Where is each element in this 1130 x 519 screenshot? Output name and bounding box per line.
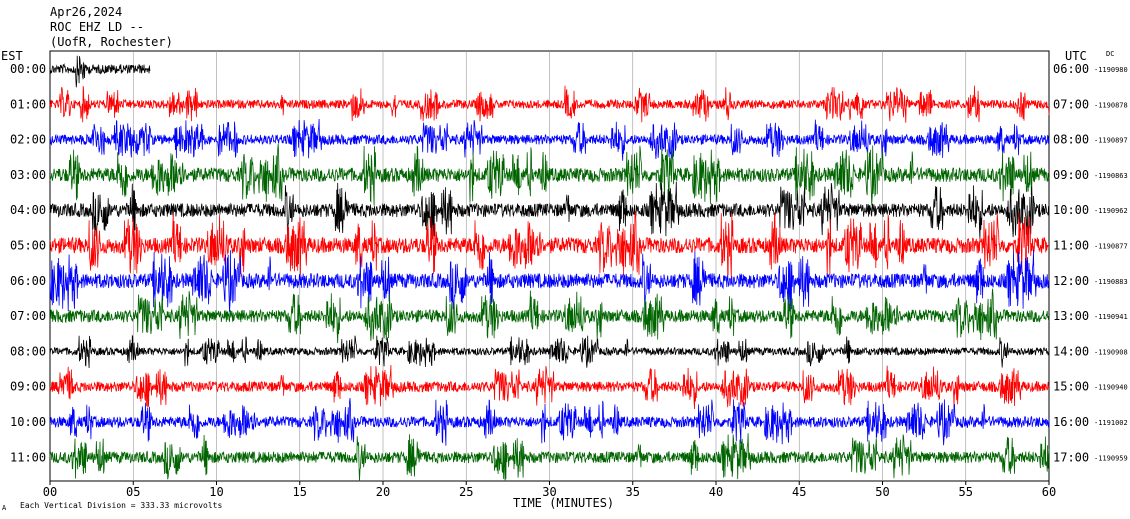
est-hour-label: 00:00 — [10, 62, 46, 76]
est-hour-label: 08:00 — [10, 344, 46, 358]
seismic-trace — [49, 85, 1050, 123]
x-axis-title: TIME (MINUTES) — [513, 496, 614, 510]
x-tick-label: 25 — [459, 485, 473, 499]
x-tick-label: 30 — [542, 485, 556, 499]
utc-hour-labels: 06:00 -1190980 07:00 -1190878 08:00 -1190897 0… — [1053, 62, 1128, 464]
utc-hour-label: 14:00 — [1053, 344, 1089, 358]
est-hour-label: 05:00 — [10, 239, 46, 253]
x-tick-label: 50 — [875, 485, 889, 499]
trace-group — [49, 55, 1050, 482]
dc-offset-label: -1190878 — [1094, 101, 1128, 109]
x-tick-label: 60 — [1042, 485, 1056, 499]
est-hour-label: 09:00 — [10, 380, 46, 394]
seismic-trace — [49, 55, 151, 88]
x-tick-label: 45 — [792, 485, 806, 499]
dc-offset-label: -1190877 — [1094, 243, 1128, 251]
dc-offset-label: -1190897 — [1094, 137, 1128, 145]
utc-hour-label: 17:00 — [1053, 450, 1089, 464]
est-hour-label: 11:00 — [10, 450, 46, 464]
footer-scale-note: Each Vertical Division = 333.33 microvol… — [20, 501, 222, 510]
x-tick-label: 15 — [293, 485, 307, 499]
utc-hour-label: 07:00 — [1053, 97, 1089, 111]
dc-offset-label: -1191002 — [1094, 419, 1128, 427]
footer-mark: A — [2, 504, 7, 512]
x-tick-label: 35 — [626, 485, 640, 499]
est-hour-label: 01:00 — [10, 97, 46, 111]
x-tick-label: 05 — [126, 485, 140, 499]
est-hour-labels: 00:00 01:00 02:00 03:00 04:00 05:00 06:00 07:00… — [10, 62, 46, 464]
x-tick-label: 00 — [43, 485, 57, 499]
dc-label: DC — [1106, 50, 1114, 58]
seismic-trace — [49, 334, 1050, 369]
dc-offset-label: -1190941 — [1094, 313, 1128, 321]
est-hour-label: 06:00 — [10, 274, 46, 288]
right-timezone-label: UTC — [1065, 49, 1087, 63]
x-tick-label: 40 — [709, 485, 723, 499]
est-hour-label: 10:00 — [10, 415, 46, 429]
header-station: ROC EHZ LD -- — [50, 20, 144, 34]
left-timezone-label: EST — [1, 49, 23, 63]
utc-hour-label: 06:00 — [1053, 62, 1089, 76]
header-date: Apr26,2024 — [50, 5, 122, 19]
dc-offset-label: -1190962 — [1094, 207, 1128, 215]
seismic-trace — [49, 181, 1050, 240]
seismic-trace — [49, 433, 1050, 482]
x-tick-label: 20 — [376, 485, 390, 499]
est-hour-label: 03:00 — [10, 168, 46, 182]
est-hour-label: 02:00 — [10, 133, 46, 147]
est-hour-label: 07:00 — [10, 309, 46, 323]
seismic-trace — [49, 143, 1050, 206]
header-location: (UofR, Rochester) — [50, 35, 173, 49]
seismic-trace — [49, 118, 1050, 161]
utc-hour-label: 10:00 — [1053, 203, 1089, 217]
x-axis-ticks: 00 05 10 15 20 25 30 35 40 45 50 55 60 — [43, 481, 1056, 499]
x-tick-label: 55 — [959, 485, 973, 499]
seismic-trace — [49, 364, 1050, 410]
utc-hour-label: 08:00 — [1053, 133, 1089, 147]
dc-offset-label: -1190883 — [1094, 278, 1128, 286]
dc-offset-label: -1190863 — [1094, 172, 1128, 180]
seismic-trace — [49, 398, 1050, 446]
utc-hour-label: 12:00 — [1053, 274, 1089, 288]
seismic-trace — [49, 210, 1050, 280]
utc-hour-label: 16:00 — [1053, 415, 1089, 429]
dc-offset-label: -1190908 — [1094, 348, 1128, 356]
seismic-trace — [49, 249, 1050, 313]
dc-offset-label: -1190959 — [1094, 454, 1128, 462]
dc-offset-label: -1190940 — [1094, 384, 1128, 392]
utc-hour-label: 13:00 — [1053, 309, 1089, 323]
est-hour-label: 04:00 — [10, 203, 46, 217]
utc-hour-label: 15:00 — [1053, 380, 1089, 394]
utc-hour-label: 11:00 — [1053, 239, 1089, 253]
x-tick-label: 10 — [209, 485, 223, 499]
dc-offset-label: -1190980 — [1094, 66, 1128, 74]
seismic-trace — [49, 288, 1050, 344]
utc-hour-label: 09:00 — [1053, 168, 1089, 182]
